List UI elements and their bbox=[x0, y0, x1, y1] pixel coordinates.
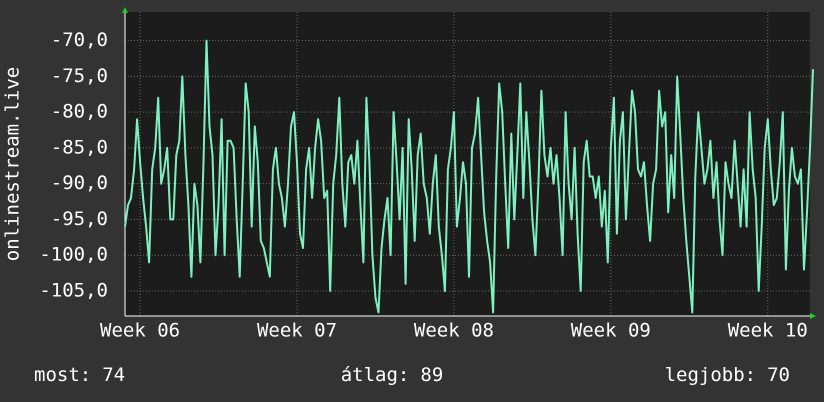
y-tick-label: -70,0 bbox=[51, 29, 108, 51]
y-tick-label: -75,0 bbox=[51, 65, 108, 87]
stat-value: 74 bbox=[102, 364, 125, 386]
stat-value: 89 bbox=[420, 364, 443, 386]
stat: legjobb: 70 bbox=[665, 364, 790, 386]
y-tick-label: -95,0 bbox=[51, 208, 108, 230]
x-tick-label: Week 10 bbox=[728, 320, 808, 342]
x-tick-label: Week 07 bbox=[257, 320, 337, 342]
stat: átlag: 89 bbox=[341, 364, 444, 386]
y-tick-label: -105,0 bbox=[39, 279, 108, 301]
stat-label: átlag: bbox=[341, 364, 410, 386]
stat-label: most: bbox=[34, 364, 91, 386]
x-tick-label: Week 08 bbox=[414, 320, 494, 342]
axis-arrow bbox=[810, 313, 816, 319]
y-tick-label: -100,0 bbox=[39, 244, 108, 266]
axis-arrow bbox=[122, 7, 128, 13]
y-axis-title: onlinestream.live bbox=[2, 67, 24, 261]
y-tick-label: -85,0 bbox=[51, 136, 108, 158]
x-tick-label: Week 06 bbox=[100, 320, 180, 342]
y-tick-label: -80,0 bbox=[51, 101, 108, 123]
stat: most: 74 bbox=[34, 364, 125, 386]
x-tick-label: Week 09 bbox=[571, 320, 651, 342]
stat-label: legjobb: bbox=[665, 364, 757, 386]
y-tick-label: -90,0 bbox=[51, 172, 108, 194]
data-line bbox=[124, 39, 814, 314]
stats: most: 74 átlag: 89 legjobb: 70 bbox=[34, 364, 790, 386]
stat-value: 70 bbox=[767, 364, 790, 386]
